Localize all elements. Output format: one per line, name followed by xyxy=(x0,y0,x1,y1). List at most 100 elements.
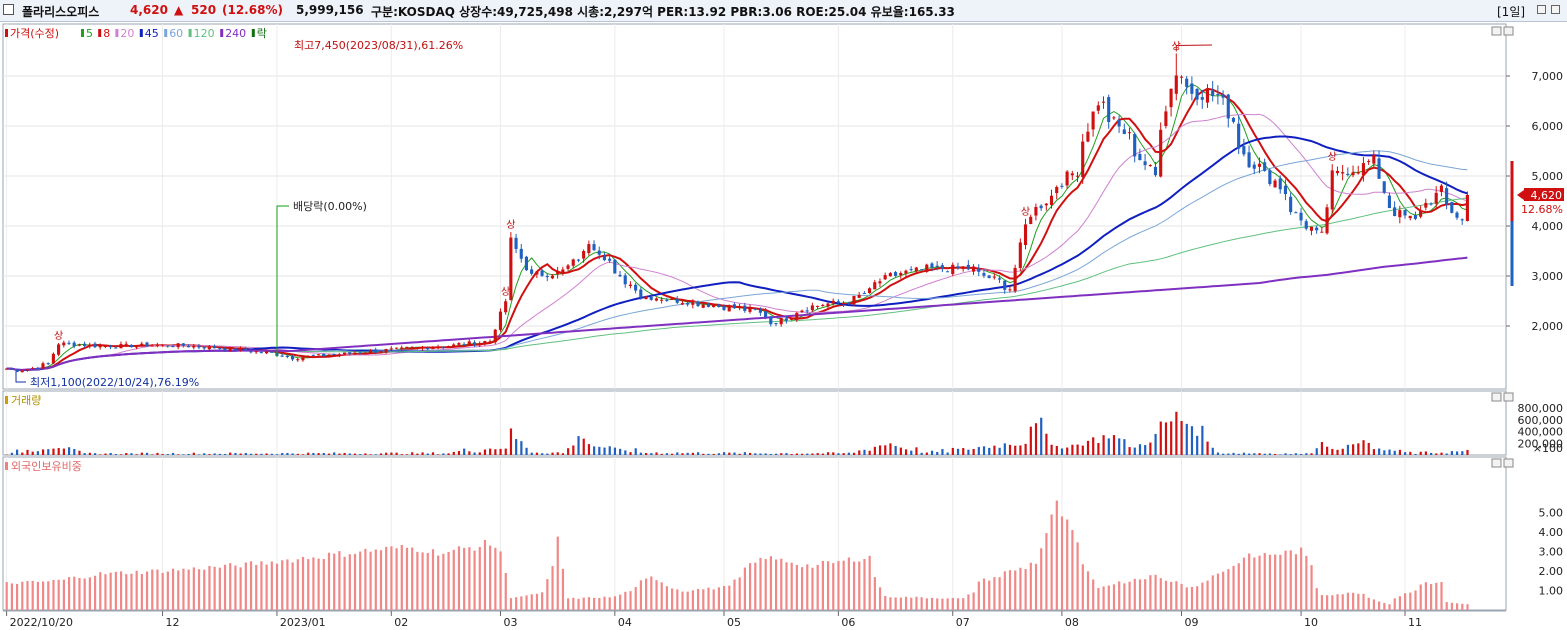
foreign-bar xyxy=(988,580,991,610)
foreign-bar xyxy=(1102,586,1105,610)
price-change: 520 xyxy=(191,3,217,17)
candle xyxy=(738,303,742,311)
ma-line-20 xyxy=(6,113,1468,371)
candle xyxy=(852,295,856,307)
volume-bar xyxy=(1014,445,1017,455)
candle xyxy=(909,266,913,272)
foreign-bar xyxy=(515,597,518,610)
volume-bar xyxy=(483,449,487,455)
foreign-bar xyxy=(348,554,351,610)
candle xyxy=(488,339,492,343)
volume-bar xyxy=(1362,440,1365,455)
foreign-bar xyxy=(244,562,247,610)
candle xyxy=(1169,88,1173,117)
candle xyxy=(961,265,965,272)
foreign-bar xyxy=(1388,604,1391,610)
candle xyxy=(1216,85,1220,105)
foreign-bar xyxy=(598,597,601,610)
candle xyxy=(524,255,529,271)
stock-chart[interactable]: 2,000 3,000 4,000 5,000 6,000 7,000 200,000400… xyxy=(0,22,1567,630)
candle xyxy=(1190,76,1194,101)
volume-bar xyxy=(993,445,996,455)
foreign-bar xyxy=(1466,604,1469,610)
candle xyxy=(1335,166,1339,176)
close-icon[interactable] xyxy=(1503,392,1514,402)
maximize-icon[interactable] xyxy=(1491,458,1502,468)
foreign-bar xyxy=(660,582,663,610)
foreign-bar xyxy=(390,546,393,610)
close-icon[interactable] xyxy=(1503,458,1514,468)
volume-bar xyxy=(421,452,424,455)
volume-bar xyxy=(598,446,601,455)
candle xyxy=(1429,202,1433,206)
volume-bar xyxy=(1378,448,1381,455)
price-tick-label: 5,000 xyxy=(1532,170,1564,183)
candle xyxy=(758,307,762,316)
close-icon[interactable] xyxy=(1551,5,1560,14)
candle xyxy=(379,350,383,354)
volume-bar xyxy=(473,452,476,455)
foreign-bar xyxy=(863,558,866,610)
candle xyxy=(119,341,123,349)
close-icon[interactable] xyxy=(1503,26,1514,36)
candle xyxy=(332,353,336,356)
foreign-bar xyxy=(1107,585,1110,610)
foreign-bar xyxy=(1445,602,1448,610)
volume-bar xyxy=(457,451,461,455)
volume-bar xyxy=(821,453,824,455)
volume-bar xyxy=(405,454,409,455)
candle xyxy=(62,340,66,348)
candle xyxy=(498,308,503,332)
volume-bar xyxy=(203,453,206,455)
restore-icon[interactable] xyxy=(1537,5,1546,14)
candle xyxy=(587,240,591,256)
volume-bar xyxy=(83,453,86,455)
volume-bar xyxy=(114,454,117,455)
volume-bar xyxy=(1024,443,1027,455)
candle xyxy=(316,354,321,356)
candle xyxy=(77,343,81,347)
candle xyxy=(628,281,632,289)
foreign-bar xyxy=(15,583,19,610)
candle xyxy=(1101,96,1106,109)
candle xyxy=(696,300,700,308)
volume-bar xyxy=(790,454,793,455)
ma-line-45 xyxy=(6,135,1468,372)
candle xyxy=(1127,127,1132,140)
foreign-bar xyxy=(681,591,684,610)
volume-bar xyxy=(182,454,185,455)
volume-bar xyxy=(1300,454,1303,455)
panel-controls[interactable] xyxy=(1491,26,1514,468)
foreign-bar xyxy=(156,569,159,610)
foreign-bar xyxy=(1320,595,1324,610)
volume-bar xyxy=(816,453,819,455)
foreign-bar xyxy=(359,551,362,610)
candle xyxy=(363,352,367,354)
candle xyxy=(1029,214,1033,225)
foreign-bar xyxy=(1367,597,1370,610)
foreign-bar xyxy=(608,597,611,610)
limit-up-mark: 상 xyxy=(501,286,510,298)
candle xyxy=(296,357,300,362)
candle xyxy=(171,344,175,348)
volume-bar xyxy=(353,453,357,455)
candle xyxy=(857,291,861,299)
candle xyxy=(883,272,887,280)
volume-bar xyxy=(556,452,559,455)
volume-bar xyxy=(1331,448,1334,455)
x-tick-label: 07 xyxy=(956,616,970,629)
volume-bar xyxy=(1118,438,1121,455)
volume-bar xyxy=(229,452,232,455)
volume-bar xyxy=(1180,421,1183,455)
candle xyxy=(98,343,102,350)
volume-bar xyxy=(1242,452,1246,455)
volume-bar xyxy=(442,453,445,455)
maximize-icon[interactable] xyxy=(1491,392,1502,402)
select-checkbox[interactable] xyxy=(3,4,14,15)
candle xyxy=(774,322,778,327)
period-selector[interactable]: [1일] xyxy=(1497,5,1526,19)
candle xyxy=(550,274,555,280)
volume-bar xyxy=(1274,453,1277,455)
foreign-bar xyxy=(187,569,190,610)
maximize-icon[interactable] xyxy=(1491,26,1502,36)
